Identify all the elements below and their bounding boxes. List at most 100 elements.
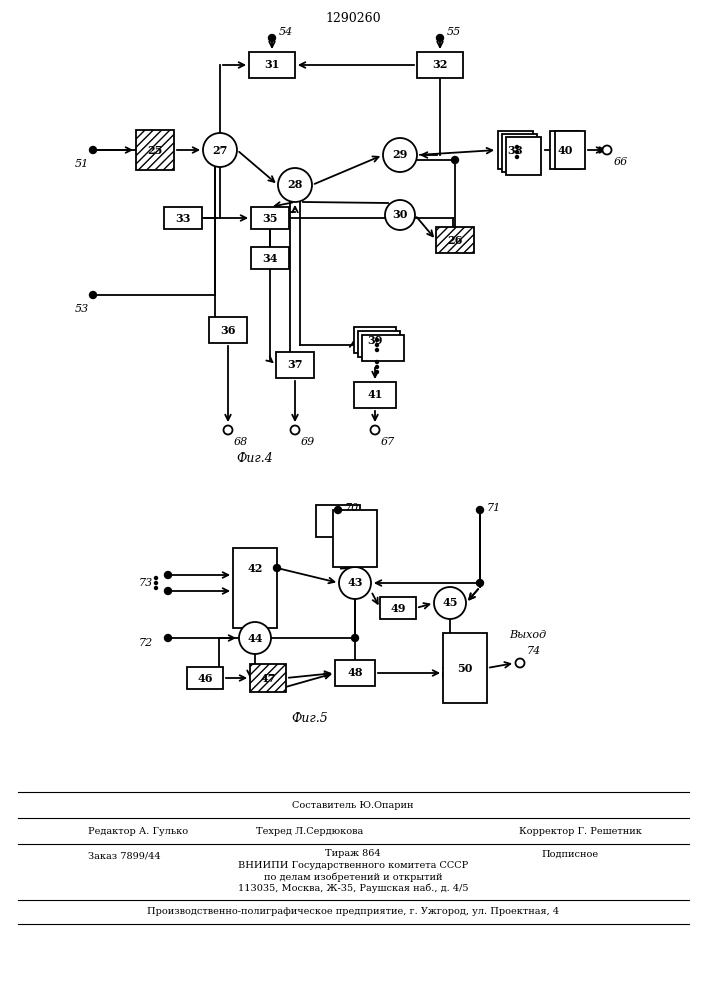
Circle shape [203, 133, 237, 167]
Circle shape [165, 587, 172, 594]
Circle shape [375, 344, 378, 347]
Text: 33: 33 [175, 213, 191, 224]
Text: 30: 30 [392, 210, 408, 221]
Text: 28: 28 [287, 180, 303, 190]
Text: 29: 29 [392, 149, 408, 160]
Circle shape [223, 426, 233, 434]
Circle shape [269, 34, 276, 41]
Bar [233, 548, 277, 628]
Bar [164, 207, 202, 229]
Text: 46: 46 [197, 672, 213, 684]
Bar [209, 317, 247, 343]
Bar [362, 335, 404, 361]
Text: 25: 25 [147, 144, 163, 155]
Text: 1290260: 1290260 [325, 11, 381, 24]
Circle shape [165, 572, 172, 578]
Circle shape [155, 576, 158, 580]
Bar [335, 660, 375, 686]
Text: Выход: Выход [510, 630, 547, 640]
Text: Подписное: Подписное [542, 850, 599, 858]
Text: 43: 43 [347, 578, 363, 588]
Text: 70: 70 [345, 503, 359, 513]
Text: 32: 32 [432, 60, 448, 70]
Text: Составитель Ю.Опарин: Составитель Ю.Опарин [292, 800, 414, 810]
Circle shape [291, 426, 300, 434]
Bar [136, 130, 174, 170]
Bar [251, 247, 289, 269]
Bar [333, 510, 377, 567]
Text: 45: 45 [443, 597, 457, 608]
Text: 37: 37 [287, 360, 303, 370]
Text: Техред Л.Сердюкова: Техред Л.Сердюкова [257, 828, 363, 836]
Text: 69: 69 [301, 437, 315, 447]
Text: Фиг.4: Фиг.4 [237, 452, 274, 464]
Text: ВНИИПИ Государственного комитета СССР: ВНИИПИ Государственного комитета СССР [238, 861, 468, 870]
Bar [316, 505, 360, 537]
Circle shape [370, 426, 380, 434]
Text: 71: 71 [487, 503, 501, 513]
Bar [501, 134, 537, 172]
Circle shape [375, 338, 378, 342]
Circle shape [602, 145, 612, 154]
Bar [251, 207, 289, 229]
Text: 73: 73 [139, 578, 153, 588]
Text: Тираж 864: Тираж 864 [325, 850, 381, 858]
Bar [380, 597, 416, 619]
Bar [436, 227, 474, 253]
Text: 40: 40 [557, 144, 573, 155]
Bar [555, 131, 585, 169]
Text: 39: 39 [367, 334, 382, 346]
Circle shape [375, 349, 378, 352]
Text: 38: 38 [507, 144, 522, 155]
Text: 54: 54 [279, 27, 293, 37]
Text: по делам изобретений и открытий: по делам изобретений и открытий [264, 872, 443, 882]
Text: 66: 66 [614, 157, 628, 167]
Bar [506, 137, 540, 175]
Text: 27: 27 [212, 144, 228, 155]
Text: 68: 68 [234, 437, 248, 447]
Circle shape [155, 586, 158, 589]
Text: 113035, Москва, Ж-35, Раушская наб., д. 4/5: 113035, Москва, Ж-35, Раушская наб., д. … [238, 883, 468, 893]
Text: 67: 67 [381, 437, 395, 447]
Circle shape [375, 370, 378, 373]
Circle shape [375, 360, 378, 363]
Circle shape [477, 506, 484, 514]
Circle shape [436, 34, 443, 41]
Text: 36: 36 [221, 324, 235, 336]
Bar [550, 131, 580, 169]
Text: Редактор А. Гулько: Редактор А. Гулько [88, 828, 188, 836]
Bar [358, 331, 400, 357]
Circle shape [239, 622, 271, 654]
Circle shape [90, 146, 96, 153]
Text: 31: 31 [264, 60, 280, 70]
Circle shape [434, 587, 466, 619]
Text: 74: 74 [527, 646, 541, 656]
Text: 49: 49 [390, 602, 406, 613]
Text: 50: 50 [457, 662, 473, 674]
Text: 72: 72 [139, 638, 153, 648]
Circle shape [452, 156, 459, 163]
Circle shape [515, 155, 518, 158]
Text: Производственно-полиграфическое предприятие, г. Ужгород, ул. Проектная, 4: Производственно-полиграфическое предприя… [147, 908, 559, 916]
Circle shape [339, 567, 371, 599]
Text: 26: 26 [448, 234, 462, 245]
Circle shape [351, 635, 358, 642]
Circle shape [278, 168, 312, 202]
Bar [187, 667, 223, 689]
Text: 47: 47 [260, 672, 276, 684]
Text: 53: 53 [75, 304, 89, 314]
Text: 35: 35 [262, 213, 278, 224]
Circle shape [477, 580, 484, 586]
Text: Корректор Г. Решетник: Корректор Г. Решетник [518, 828, 641, 836]
Circle shape [165, 635, 172, 642]
Circle shape [515, 658, 525, 668]
Text: 44: 44 [247, 633, 263, 644]
Text: Фиг.5: Фиг.5 [291, 712, 328, 724]
Circle shape [334, 506, 341, 514]
Text: 51: 51 [75, 159, 89, 169]
Text: 42: 42 [247, 562, 263, 574]
Bar [354, 327, 396, 353]
Bar [276, 352, 314, 378]
Text: 41: 41 [368, 389, 382, 400]
Text: 55: 55 [447, 27, 461, 37]
